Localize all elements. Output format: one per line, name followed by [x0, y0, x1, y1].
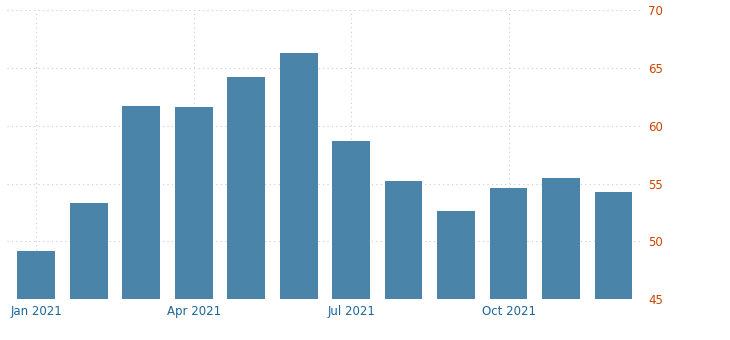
Bar: [70, 203, 107, 299]
Bar: [385, 181, 423, 299]
Bar: [332, 141, 370, 299]
Bar: [174, 107, 212, 299]
Bar: [280, 53, 318, 299]
Bar: [437, 211, 475, 299]
Bar: [542, 178, 580, 299]
Bar: [227, 77, 265, 299]
Bar: [595, 192, 632, 299]
Bar: [490, 188, 528, 299]
Bar: [122, 106, 160, 299]
Bar: [18, 251, 55, 299]
